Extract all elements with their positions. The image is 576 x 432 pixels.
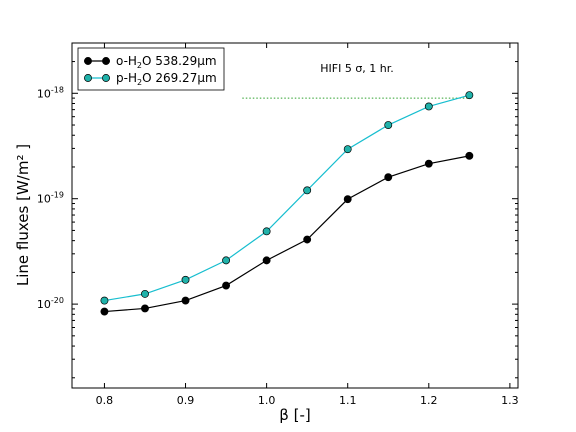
data-point (262, 227, 271, 236)
y-tick-base: 10 (37, 193, 51, 206)
x-axis-label: β [-] (279, 406, 310, 424)
data-point (303, 186, 312, 195)
legend-label-pre: o-H (116, 54, 137, 68)
data-point (100, 296, 109, 305)
data-point (141, 304, 149, 313)
legend-marker (102, 57, 110, 65)
y-tick-exponent: -18 (51, 85, 64, 94)
plot-area (71, 42, 519, 389)
series-layer (100, 91, 474, 316)
y-tick-base: 10 (37, 298, 51, 311)
data-point (343, 195, 352, 204)
legend-marker (84, 74, 92, 82)
data-point (222, 256, 231, 265)
series-line-1 (104, 94, 470, 302)
data-point (465, 91, 474, 100)
data-point (424, 102, 433, 111)
legend-marker (84, 57, 92, 65)
x-tick-label: 0.8 (96, 394, 114, 407)
legend-label-post: O 269.27μm (142, 71, 217, 85)
legend-label-post: O 538.29μm (142, 54, 217, 68)
data-point (262, 256, 271, 265)
data-point (181, 275, 190, 284)
x-axis-ticks: 0.8 0.9 1.0 1.1 1.2 1.3 (96, 43, 519, 407)
x-tick-label: 1.0 (258, 394, 276, 407)
legend-box (77, 47, 225, 91)
data-point (465, 151, 474, 160)
legend-marker (102, 74, 110, 82)
data-point (181, 296, 190, 305)
series-line-0 (104, 155, 470, 313)
y-tick-base: 10 (37, 87, 51, 100)
y-axis-label: Line fluxes [W/m² ] (14, 144, 32, 286)
data-point (384, 121, 393, 129)
legend-label-sub: 2 (137, 78, 142, 87)
threshold-annotation: HIFI 5 σ, 1 hr. (320, 62, 394, 75)
legend-label-sub: 2 (137, 61, 142, 70)
legend-label-pre: p-H (116, 71, 137, 85)
data-point (222, 281, 231, 290)
x-tick-label: 1.3 (501, 394, 519, 407)
data-point (303, 235, 312, 244)
y-tick-exponent: -20 (51, 296, 64, 305)
data-point (424, 159, 433, 168)
x-tick-label: 1.1 (339, 394, 357, 407)
legend-label: p-H2O 269.27μm (116, 71, 217, 87)
data-point (384, 173, 393, 182)
y-tick-label: 10-19 (37, 191, 64, 206)
y-tick-exponent: -19 (51, 191, 64, 200)
y-tick-label: 10-18 (37, 85, 64, 100)
data-point (141, 289, 149, 298)
y-tick-label: 10-20 (37, 296, 64, 311)
legend-label: o-H2O 538.29μm (116, 54, 217, 70)
data-point (100, 307, 109, 316)
x-tick-label: 0.9 (177, 394, 195, 407)
data-point (343, 145, 352, 154)
x-tick-label: 1.2 (420, 394, 438, 407)
